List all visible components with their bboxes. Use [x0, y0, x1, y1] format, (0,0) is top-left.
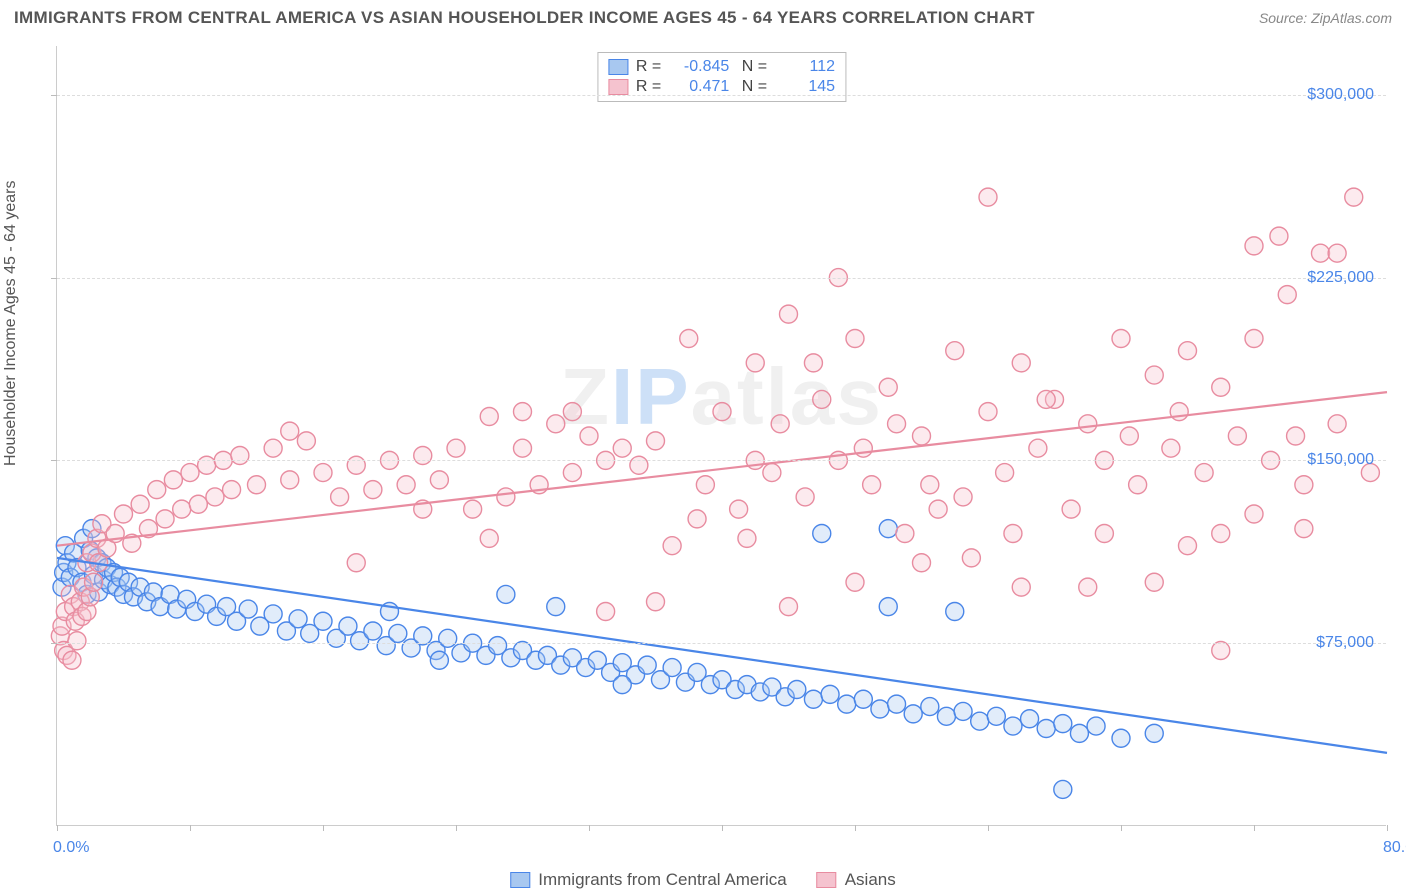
swatch-icon: [510, 872, 530, 888]
plot-region: ZIPatlas R = -0.845 N = 112 R = 0.471 N …: [56, 46, 1386, 826]
chart-title: IMMIGRANTS FROM CENTRAL AMERICA VS ASIAN…: [14, 8, 1035, 28]
legend-item: Asians: [817, 870, 896, 890]
y-tick-label: $300,000: [1307, 86, 1374, 104]
x-tick-label: 80.0%: [1383, 839, 1406, 857]
chart-area: Householder Income Ages 45 - 64 years ZI…: [0, 36, 1406, 892]
bottom-legend: Immigrants from Central America Asians: [510, 870, 895, 890]
y-tick-label: $150,000: [1307, 451, 1374, 469]
y-axis-label: Householder Income Ages 45 - 64 years: [2, 181, 20, 467]
y-tick-label: $75,000: [1316, 634, 1374, 652]
legend-label: Asians: [845, 870, 896, 890]
x-tick-label: 0.0%: [53, 839, 89, 857]
y-tick-label: $225,000: [1307, 269, 1374, 287]
scatter-svg: [57, 46, 1386, 825]
swatch-icon: [817, 872, 837, 888]
legend-label: Immigrants from Central America: [538, 870, 786, 890]
legend-item: Immigrants from Central America: [510, 870, 786, 890]
source-label: Source: ZipAtlas.com: [1259, 10, 1392, 26]
